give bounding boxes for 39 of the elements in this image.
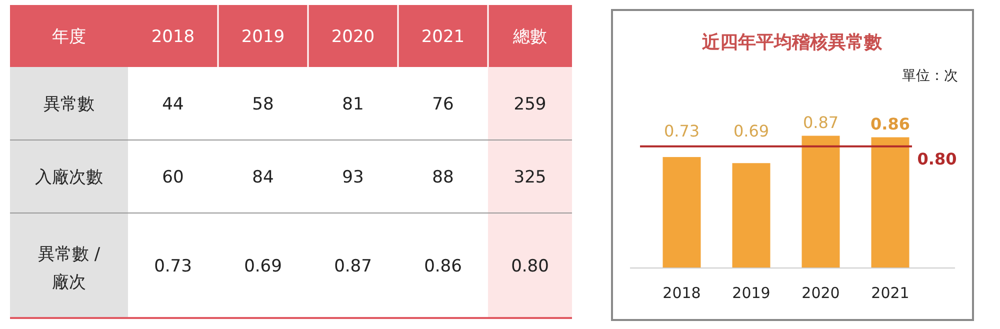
bar: [662, 157, 701, 268]
x-tick-label: 2020: [802, 284, 840, 302]
x-tick-label: 2021: [421, 27, 465, 47]
x-axis-title: 年度: [52, 27, 86, 47]
chart-title: 近四年平均稽核異常數: [701, 32, 883, 53]
data-label: 58: [252, 94, 274, 114]
data-label: 81: [342, 94, 364, 114]
ref-line-label: 0.80: [917, 149, 957, 168]
data-label: 0.87: [802, 112, 839, 132]
bar: [732, 163, 770, 268]
data-label: 0.80: [511, 256, 549, 276]
data-label: 0.73: [664, 121, 700, 140]
y-tick-label: 異常數 / 廠次: [38, 244, 100, 292]
data-label: 0.87: [334, 256, 372, 276]
data-label: 0.69: [244, 256, 282, 276]
x-tick-label: 2018: [662, 284, 701, 302]
y-tick-label: 異常數: [44, 94, 94, 114]
x-tick-label: 2018: [151, 27, 195, 47]
data-label: 76: [432, 94, 454, 114]
data-label: 259: [514, 94, 546, 114]
data-label: 325: [514, 168, 546, 188]
x-tick-label: 2021: [871, 284, 910, 302]
text: 單位：次: [902, 68, 958, 84]
data-label: 0.86: [870, 114, 910, 134]
x-tick-label: 總數: [512, 27, 547, 47]
bar: [802, 136, 840, 268]
data-label: 0.86: [424, 256, 462, 276]
x-tick-label: 2019: [241, 27, 285, 47]
data-label: 93: [342, 168, 364, 188]
data-label: 44: [162, 94, 184, 114]
data-label: 84: [252, 168, 274, 188]
x-tick-label: 2019: [732, 284, 770, 302]
bar: [871, 137, 910, 268]
data-label: 88: [432, 168, 454, 188]
data-label: 0.73: [154, 256, 192, 276]
data-label: 60: [162, 168, 184, 188]
x-tick-label: 2020: [331, 27, 375, 47]
y-tick-label: 入廠次數: [35, 168, 103, 188]
data-label: 0.69: [733, 121, 770, 140]
